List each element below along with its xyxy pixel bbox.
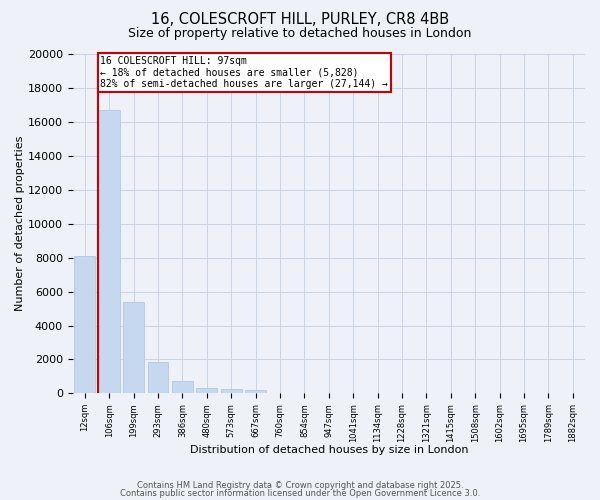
Bar (99, 110, 119, 394)
X-axis label: Distribution of detached houses by size in London: Distribution of detached houses by size … (190, 445, 468, 455)
Bar (74, 256, 95, 394)
Bar (196, 388, 217, 394)
Bar (221, 390, 242, 394)
Text: Contains HM Land Registry data © Crown copyright and database right 2025.: Contains HM Land Registry data © Crown c… (137, 481, 463, 490)
Text: Size of property relative to detached houses in London: Size of property relative to detached ho… (128, 28, 472, 40)
Text: 16, COLESCROFT HILL, PURLEY, CR8 4BB: 16, COLESCROFT HILL, PURLEY, CR8 4BB (151, 12, 449, 28)
Bar (123, 302, 144, 394)
Text: 16 COLESCROFT HILL: 97sqm
← 18% of detached houses are smaller (5,828)
82% of se: 16 COLESCROFT HILL: 97sqm ← 18% of detac… (100, 56, 388, 89)
Bar (148, 362, 169, 394)
Bar (172, 380, 193, 394)
Y-axis label: Number of detached properties: Number of detached properties (15, 136, 25, 312)
Bar (245, 390, 266, 394)
Text: Contains public sector information licensed under the Open Government Licence 3.: Contains public sector information licen… (120, 488, 480, 498)
